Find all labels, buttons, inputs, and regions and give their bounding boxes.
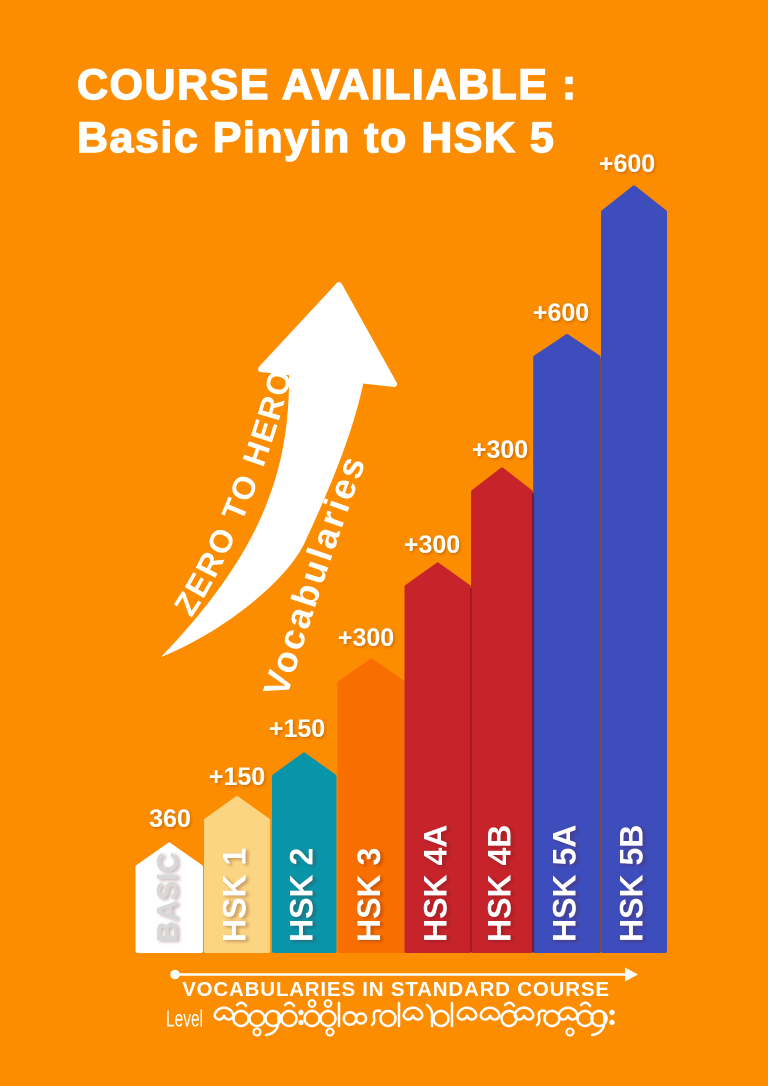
svg-text:HSK 5B: HSK 5B — [614, 825, 650, 942]
svg-text:+300: +300 — [404, 531, 460, 559]
svg-text:+150: +150 — [269, 715, 325, 743]
svg-text:HSK 1: HSK 1 — [217, 848, 253, 942]
svg-text:HSK 3: HSK 3 — [351, 848, 387, 942]
svg-text:HSK 5A: HSK 5A — [547, 825, 583, 942]
svg-text:BASIC: BASIC — [152, 852, 184, 942]
svg-text:+300: +300 — [338, 624, 394, 652]
svg-text:COURSE AVAILIABLE :: COURSE AVAILIABLE : — [77, 61, 578, 109]
svg-text:+300: +300 — [472, 436, 528, 464]
svg-text:HSK 2: HSK 2 — [284, 848, 320, 942]
svg-text:Basic Pinyin to HSK 5: Basic Pinyin to HSK 5 — [77, 114, 555, 162]
svg-text:Level: Level — [166, 1006, 203, 1032]
svg-text:VOCABULARIES IN STANDARD COURS: VOCABULARIES IN STANDARD COURSE — [182, 978, 610, 1001]
svg-text:HSK 4B: HSK 4B — [482, 825, 518, 942]
svg-text:360: 360 — [149, 805, 191, 833]
svg-text:+600: +600 — [599, 150, 655, 178]
svg-text:HSK 4A: HSK 4A — [418, 825, 454, 942]
svg-text:+600: +600 — [533, 299, 589, 327]
svg-text:+150: +150 — [209, 763, 265, 791]
